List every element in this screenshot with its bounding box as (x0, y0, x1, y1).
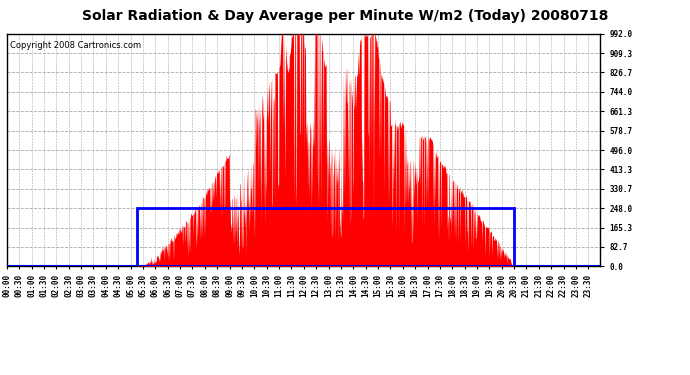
Text: Copyright 2008 Cartronics.com: Copyright 2008 Cartronics.com (10, 41, 141, 50)
Bar (137, 208, 514, 266)
Text: Solar Radiation & Day Average per Minute W/m2 (Today) 20080718: Solar Radiation & Day Average per Minute… (82, 9, 608, 23)
